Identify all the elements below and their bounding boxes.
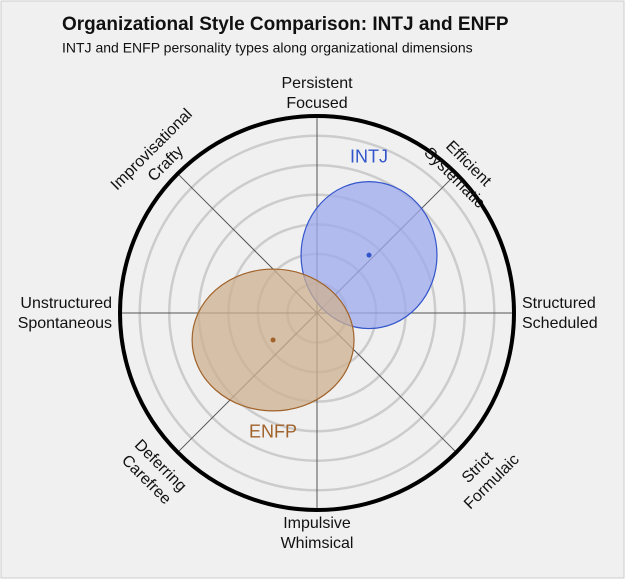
axis-label: Unstructured Spontaneous xyxy=(18,295,112,332)
series-label: ENFP xyxy=(249,422,297,442)
axis-label-line: Focused xyxy=(286,95,347,112)
axis-label-line: Impulsive xyxy=(283,515,351,532)
center-dot xyxy=(366,252,372,258)
axis-label-line: Unstructured xyxy=(20,295,112,312)
axis-label: Persistent Focused xyxy=(281,75,353,112)
axis-label: Impulsive Whimsical xyxy=(281,515,354,552)
axis-label: Structured Scheduled xyxy=(522,295,598,332)
chart-subtitle: INTJ and ENFP personality types along or… xyxy=(62,40,473,56)
chart-title: Organizational Style Comparison: INTJ an… xyxy=(62,14,509,35)
axis-label-line: Scheduled xyxy=(522,315,598,332)
axis-label-line: Structured xyxy=(522,295,596,312)
outer-ring xyxy=(118,114,516,512)
series-label: INTJ xyxy=(350,146,388,166)
axis-label-line: Spontaneous xyxy=(18,315,112,332)
axis-label-line: Whimsical xyxy=(281,535,354,552)
axis-label-line: Persistent xyxy=(281,75,353,92)
center-dot xyxy=(270,337,276,343)
